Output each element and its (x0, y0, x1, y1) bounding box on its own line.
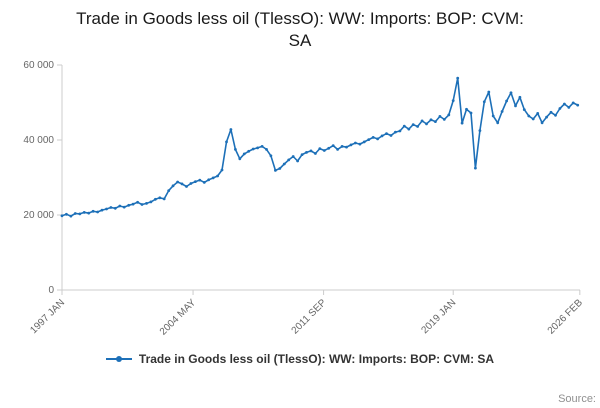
source-note: Source: (558, 393, 596, 405)
svg-text:2019 JAN: 2019 JAN (419, 297, 458, 336)
legend-line-marker-icon (105, 355, 132, 362)
svg-text:40 000: 40 000 (23, 135, 54, 146)
legend-label: Trade in Goods less oil (TlessO): WW: Im… (138, 351, 495, 366)
svg-text:0: 0 (48, 285, 54, 296)
line-chart: 0 20 000 40 000 60 000 1997 JAN 2004 MAY 2011 … (23, 60, 585, 338)
legend[interactable]: Trade in Goods less oil (TlessO): WW: Im… (0, 349, 600, 369)
svg-text:2011 SEP: 2011 SEP (290, 297, 329, 336)
svg-text:2026 FEB: 2026 FEB (546, 297, 585, 336)
svg-text:2004 MAY: 2004 MAY (158, 297, 199, 338)
svg-text:60 000: 60 000 (23, 60, 54, 71)
chart-title: Trade in Goods less oil (TlessO): WW: Im… (76, 9, 524, 51)
svg-text:1997 JAN: 1997 JAN (28, 297, 67, 336)
svg-text:20 000: 20 000 (23, 210, 54, 221)
